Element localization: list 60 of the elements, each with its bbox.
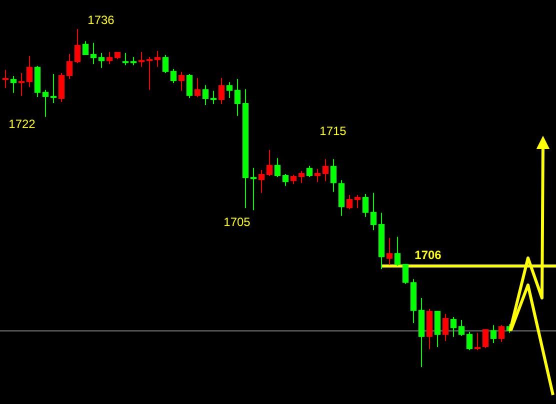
candlestick: [250, 167, 256, 211]
candlestick: [50, 73, 56, 104]
annotation: 1722: [8, 117, 36, 131]
candlestick: [26, 56, 32, 88]
candlestick: [106, 51, 112, 65]
candlestick: [362, 193, 368, 218]
candlestick: [386, 237, 392, 266]
candlestick: [90, 42, 96, 65]
candlestick: [490, 324, 496, 344]
candlestick: [258, 169, 264, 194]
candlestick: [354, 194, 360, 209]
candlestick: [18, 72, 24, 96]
candlestick: [282, 174, 288, 186]
candlestick: [442, 313, 448, 342]
annotation: 1715: [320, 124, 347, 138]
candlestick: [42, 89, 48, 118]
candlestick: [66, 54, 72, 80]
candlestick: [274, 158, 280, 178]
candlestick: [370, 192, 376, 231]
candlestick: [290, 174, 296, 185]
candlestick: [498, 324, 504, 342]
candlestick: [162, 54, 168, 74]
candlestick: [234, 78, 240, 116]
candlestick: [58, 72, 64, 103]
candlestick: [474, 332, 480, 351]
text: 1736: [88, 13, 115, 27]
candlestick: [2, 69, 8, 89]
candlestick: [434, 310, 440, 348]
candlestick: [74, 28, 80, 64]
candlestick: [226, 82, 232, 98]
candlestick: [202, 84, 208, 106]
candlestick: [10, 75, 16, 94]
candlestick: [170, 68, 176, 84]
candlestick: [194, 78, 200, 98]
candlestick: [322, 158, 328, 182]
candlestick: [218, 78, 224, 105]
candlestick: [450, 316, 456, 338]
candlestick: [186, 73, 192, 98]
candlestick: [338, 180, 344, 216]
candlestick: [402, 263, 408, 284]
candlestick: [154, 50, 160, 68]
candlestick: [178, 71, 184, 92]
candlestick: [466, 331, 472, 351]
annotation: 1705: [224, 215, 251, 229]
candlestick: [298, 170, 304, 184]
candlestick: [314, 168, 320, 183]
candlestick: [210, 90, 216, 105]
candlestick: [266, 150, 272, 177]
candlestick: [146, 56, 152, 90]
candlestick: [306, 165, 312, 178]
candlestick: [346, 194, 352, 210]
candlestick: [122, 52, 128, 66]
candlestick: [458, 320, 464, 336]
candlestick: [98, 52, 104, 68]
candlestick: [330, 158, 336, 192]
candlestick: [394, 236, 400, 266]
annotation: 1706: [414, 248, 442, 262]
candlestick: [82, 40, 88, 56]
candlestick: [138, 51, 144, 68]
candlestick: [482, 328, 488, 349]
